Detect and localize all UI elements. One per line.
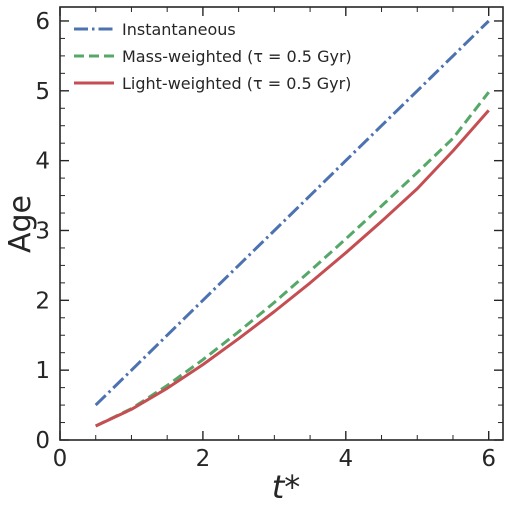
- axis-ticks: 0 2 4 6 0 1 2 3 4 5 6: [35, 7, 503, 472]
- series-line: [95, 109, 490, 428]
- y-tick-label: 2: [35, 288, 50, 314]
- legend-label: Light-weighted (τ = 0.5 Gyr): [122, 74, 351, 93]
- y-tick-label: 0: [35, 428, 50, 454]
- y-tick-label: 4: [35, 149, 50, 175]
- series-line: [94, 19, 490, 407]
- series-layer: [94, 19, 490, 428]
- legend-label: Instantaneous: [122, 20, 236, 39]
- x-tick-label: 2: [196, 446, 211, 472]
- y-tick-label: 6: [35, 9, 50, 35]
- y-tick-label: 5: [35, 79, 50, 105]
- legend: Instantaneous Mass-weighted (τ = 0.5 Gyr)…: [74, 20, 352, 93]
- plot-frame: [59, 6, 504, 441]
- x-axis-label: t*: [272, 468, 301, 506]
- y-tick-label: 1: [35, 358, 50, 384]
- y-axis-label: Age: [3, 195, 38, 253]
- series-line: [95, 91, 490, 428]
- y-tick-label: 3: [35, 218, 50, 244]
- x-tick-label: 4: [338, 446, 353, 472]
- x-tick-label: 6: [481, 446, 496, 472]
- legend-label: Mass-weighted (τ = 0.5 Gyr): [122, 47, 352, 66]
- x-tick-label: 0: [53, 446, 68, 472]
